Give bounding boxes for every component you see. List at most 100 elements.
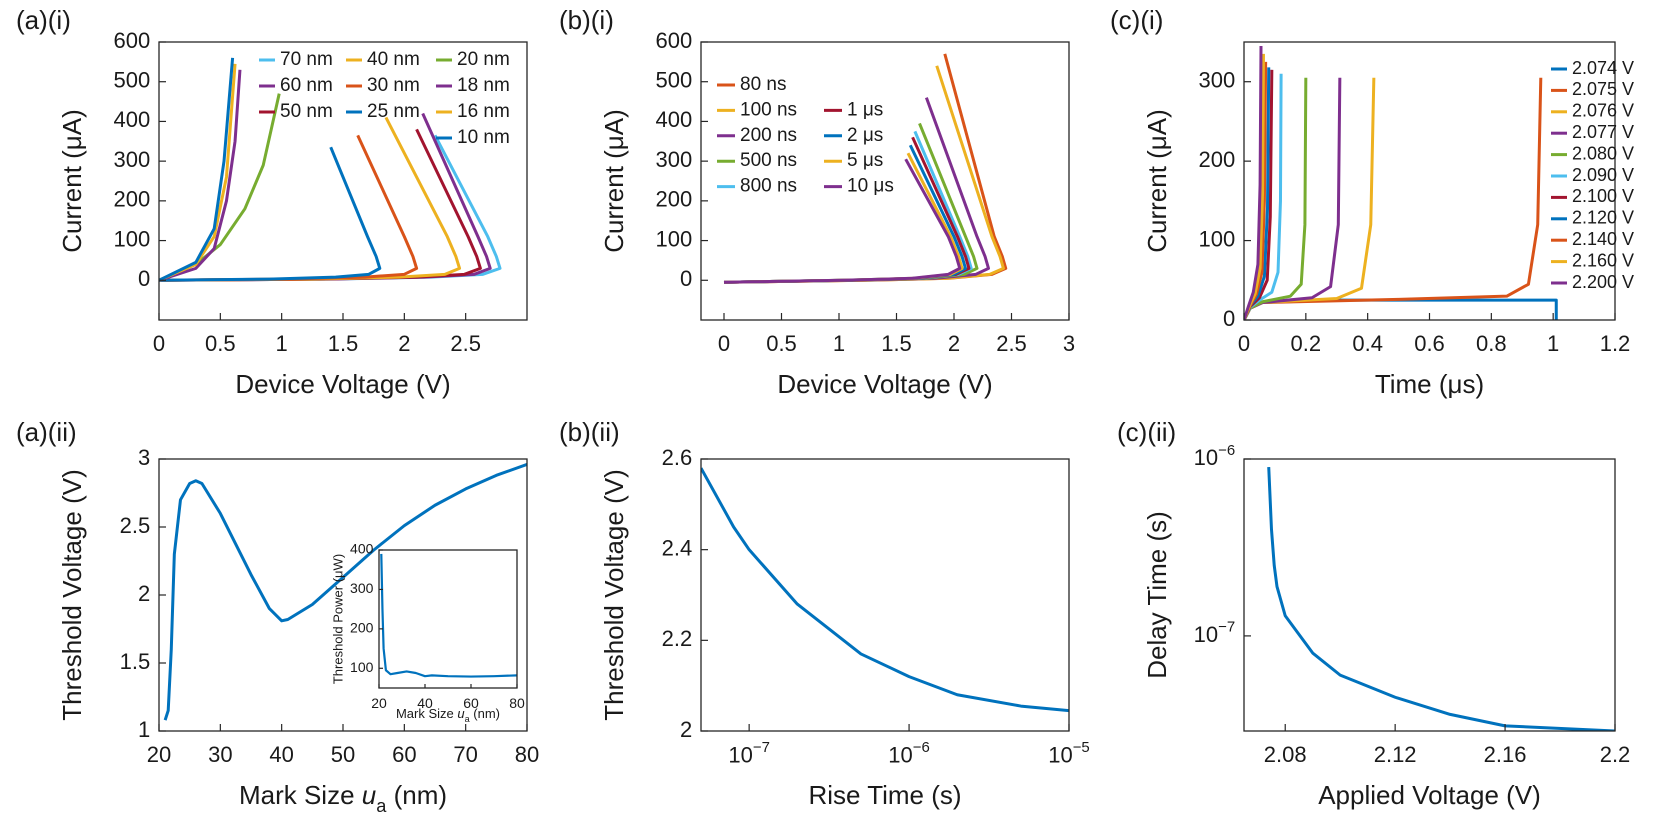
legend-label: 2 μs — [847, 125, 883, 146]
x-tick-label: 0 — [153, 331, 165, 356]
panel-label: (b)(ii) — [559, 417, 620, 447]
axes-box — [700, 458, 1070, 732]
panel-label: (c)(ii) — [1117, 417, 1176, 447]
legend-label: 40 nm — [367, 49, 420, 70]
tick-exponent: −6 — [913, 739, 930, 756]
x-axis-label: Mark Size ua (nm) — [239, 780, 447, 816]
x-tick-label: 2 — [948, 331, 960, 356]
legend-label: 70 nm — [280, 49, 333, 70]
legend-label: 10 μs — [847, 176, 894, 197]
data-line — [1244, 77, 1543, 320]
data-line — [380, 553, 517, 678]
x-tick-label: 0.5 — [766, 331, 797, 356]
x-tick-label: 20 — [371, 695, 387, 711]
label-part: Mark Size — [396, 706, 457, 721]
x-axis-label: Device Voltage (V) — [777, 369, 992, 399]
label-part: Mark Size — [239, 780, 362, 810]
tick-base: 10 — [1194, 622, 1218, 647]
x-tick-label: 40 — [269, 742, 293, 767]
tick-exponent: −7 — [1218, 619, 1235, 636]
y-tick-label: 3 — [138, 445, 150, 470]
tick-base: 10 — [1194, 445, 1218, 470]
y-tick-label: 400 — [350, 541, 374, 557]
legend-label: 16 nm — [457, 101, 510, 122]
legend-label: 2.160 V — [1572, 250, 1634, 270]
legend-label: 2.076 V — [1572, 101, 1634, 121]
data-line — [159, 69, 242, 282]
x-tick-label: 50 — [331, 742, 355, 767]
y-tick-label: 100 — [350, 659, 374, 675]
y-tick-label: 300 — [1198, 68, 1235, 93]
tick-base: 10 — [1048, 742, 1072, 767]
legend-label: 2.090 V — [1572, 165, 1634, 185]
y-tick-label: 2.5 — [120, 513, 151, 538]
x-tick-label: 0 — [718, 331, 730, 356]
y-tick-label: 200 — [350, 620, 374, 636]
legend-label: 5 μs — [847, 150, 883, 171]
legend-label: 800 ns — [740, 176, 797, 197]
legend-label: 2.120 V — [1572, 208, 1634, 228]
x-tick-label: 2 — [398, 331, 410, 356]
x-tick-label: 30 — [208, 742, 232, 767]
tick-exponent: −5 — [1073, 739, 1090, 756]
axes-box — [378, 549, 518, 689]
y-tick-label: 0 — [680, 266, 692, 291]
y-tick-label: 0 — [138, 266, 150, 291]
panel-label: (a)(ii) — [16, 417, 77, 447]
legend-label: 2.077 V — [1572, 122, 1634, 142]
inset-background — [379, 550, 517, 688]
x-tick-label: 3 — [1063, 331, 1075, 356]
label-part: a — [376, 796, 387, 816]
legend-label: 2.140 V — [1572, 229, 1634, 249]
y-tick-label: 100 — [1198, 226, 1235, 251]
x-tick-label: 70 — [453, 742, 477, 767]
x-axis-label: Device Voltage (V) — [235, 369, 450, 399]
legend-label: 2.075 V — [1572, 79, 1634, 99]
x-tick-label: 1 — [1547, 331, 1559, 356]
x-tick-label: 10−7 — [728, 739, 770, 767]
legend-label: 100 ns — [740, 99, 797, 120]
x-tick-label: 1 — [276, 331, 288, 356]
panel-label: (a)(i) — [16, 5, 71, 35]
y-axis-label: Current (μA) — [57, 109, 87, 253]
x-tick-label: 10−5 — [1048, 739, 1090, 767]
x-tick-label: 60 — [463, 695, 479, 711]
legend-label: 10 nm — [457, 127, 510, 148]
axes-box — [1243, 458, 1616, 732]
y-axis-label: Current (μA) — [599, 109, 629, 253]
y-axis-label: Threshold Power (μW) — [330, 554, 345, 684]
y-tick-label: 200 — [113, 187, 150, 212]
y-tick-label: 10−7 — [1194, 619, 1236, 647]
data-line — [159, 57, 235, 282]
x-tick-label: 40 — [417, 695, 433, 711]
x-tick-label: 2.12 — [1374, 742, 1417, 767]
tick-base: 10 — [888, 742, 912, 767]
legend-label: 50 nm — [280, 101, 333, 122]
y-tick-label: 100 — [113, 226, 150, 251]
y-tick-label: 2 — [680, 717, 692, 742]
y-tick-label: 1.5 — [120, 649, 151, 674]
axes-box — [1243, 41, 1616, 321]
data-line — [1267, 467, 1615, 731]
x-tick-label: 0.5 — [205, 331, 236, 356]
tick-exponent: −7 — [753, 739, 770, 756]
label-part: u — [362, 780, 376, 810]
legend-label: 60 nm — [280, 75, 333, 96]
y-tick-label: 0 — [1223, 306, 1235, 331]
y-tick-label: 300 — [350, 580, 374, 596]
y-axis-label: Threshold Voltage (V) — [57, 469, 87, 720]
legend-label: 200 ns — [740, 125, 797, 146]
y-tick-label: 400 — [655, 107, 692, 132]
data-line — [701, 467, 1069, 713]
x-axis-label: Mark Size ua (nm) — [396, 706, 500, 724]
x-tick-label: 10−6 — [888, 739, 930, 767]
y-tick-label: 2.6 — [662, 445, 693, 470]
tick-exponent: −6 — [1218, 442, 1235, 459]
y-tick-label: 600 — [113, 28, 150, 53]
data-line — [1244, 45, 1263, 320]
y-tick-label: 200 — [655, 187, 692, 212]
y-tick-label: 10−6 — [1194, 442, 1236, 470]
x-tick-label: 2.2 — [1600, 742, 1631, 767]
